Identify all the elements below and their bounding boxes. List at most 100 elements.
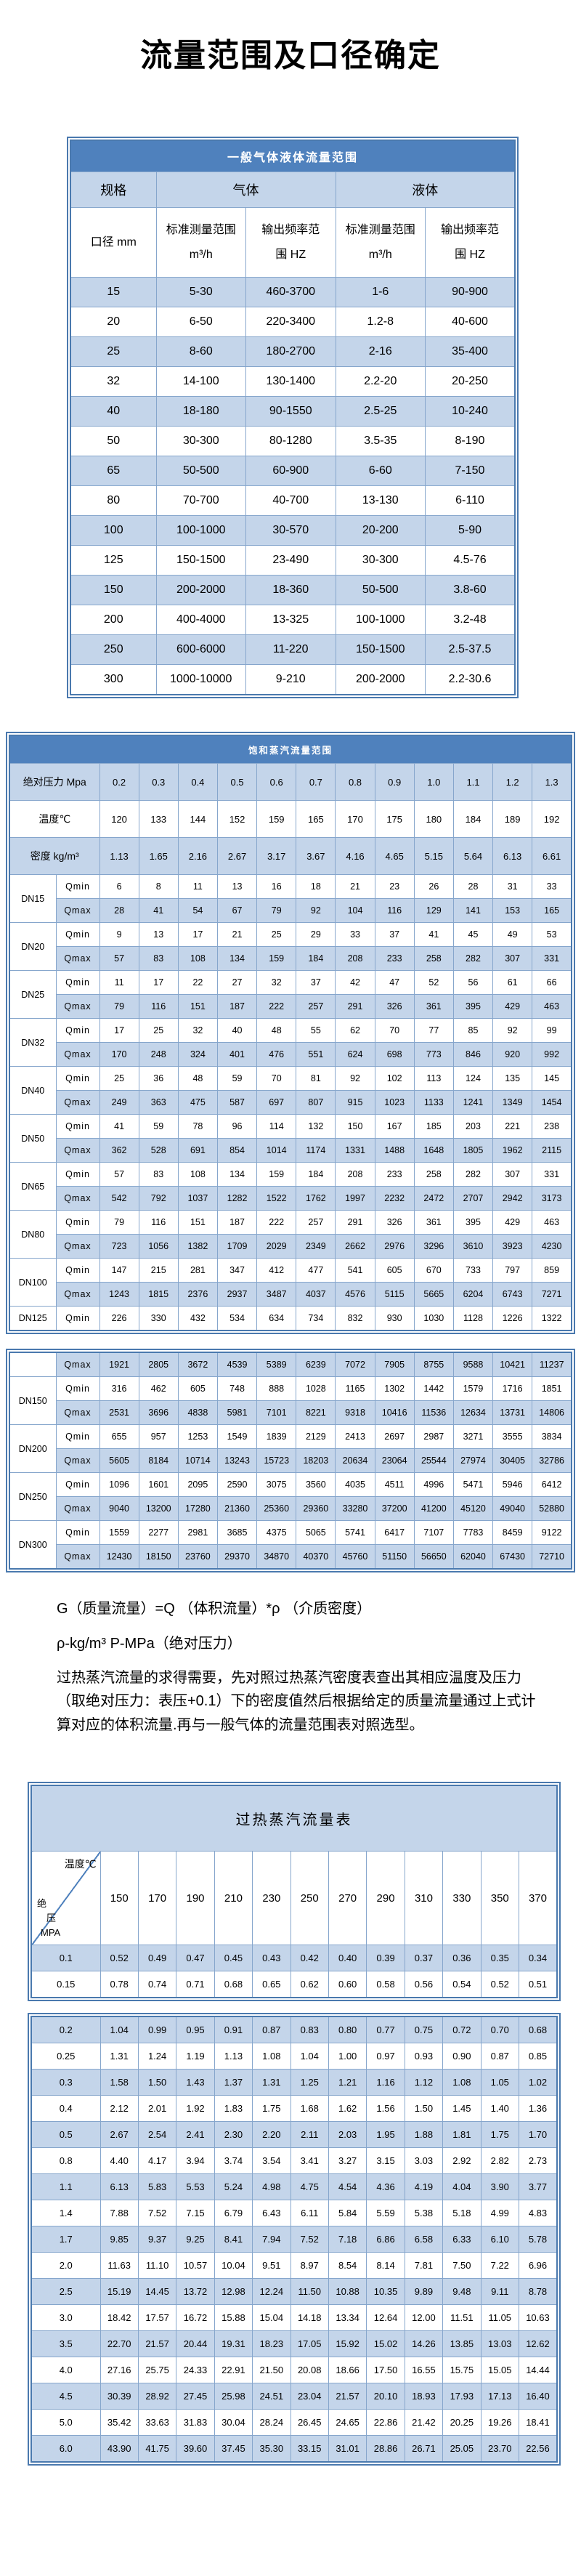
table-cell: 3.15 (366, 2147, 405, 2175)
table-cell: 797 (492, 1258, 533, 1283)
table-cell: 33.63 (137, 2409, 177, 2436)
superheated-body-2: 0.2 1.04 0.99 0.95 0.91 0.87 0.83 0.80 0.77 0.75 0… (31, 2016, 558, 2463)
density-value: 6.13 (492, 837, 533, 876)
table-cell: 0.52 (99, 1945, 139, 1972)
table-cell: 13-325 (245, 605, 336, 636)
table-cell: 114 (256, 1114, 297, 1139)
table-cell: 3075 (256, 1472, 297, 1498)
table-cell: 184 (296, 1162, 336, 1187)
temp-row-label: 温度℃ (9, 800, 100, 839)
pressure-label: 2.0 (31, 2252, 101, 2280)
superheated-row: 2.0 11.63 11.10 10.57 10.04 9.51 8.97 8.54 8.14 7… (31, 2252, 558, 2280)
table-cell: 0.40 (328, 1945, 367, 1972)
header-line: 标准测量范围 (166, 224, 236, 236)
qmin-label: Qmin (55, 1066, 100, 1091)
note-formula: G（质量流量）=Q （体积流量）*ρ （介质密度） (57, 1601, 372, 1618)
table-cell: 4.17 (137, 2147, 177, 2175)
table-cell: 12.62 (518, 2330, 558, 2358)
table-cell: 2805 (138, 1352, 179, 1378)
table-cell: 6.96 (518, 2252, 558, 2280)
table-cell: 25.05 (442, 2435, 482, 2463)
table-cell: 21360 (216, 1496, 258, 1522)
corner-temp-label: 温度℃ (64, 1858, 97, 1870)
table-cell: 4838 (177, 1400, 218, 1426)
table-cell: 0.45 (214, 1945, 253, 1972)
saturated-row: Qmax 79 116 151 187 222 257 291 326 361 395 429 463 (9, 994, 572, 1020)
table-cell: 18.66 (328, 2357, 367, 2384)
table-cell: 1023 (374, 1090, 415, 1115)
table-cell: 1522 (256, 1186, 297, 1211)
table-cell: 23-490 (245, 545, 336, 576)
gas-liquid-row: 32 14-100 130-1400 2.2-20 20-250 (70, 366, 516, 397)
superheated-row: 2.5 15.19 14.45 13.72 12.98 12.24 11.50 10.88 10… (31, 2278, 558, 2306)
table-cell: 185 (413, 1114, 454, 1139)
density-value: 1.13 (99, 837, 139, 876)
table-cell: 2987 (413, 1424, 454, 1450)
header-std-range-liquid: 标准测量范围 m³/h (335, 206, 426, 278)
table-cell: 28.24 (252, 2409, 291, 2436)
table-cell: 8.78 (518, 2278, 558, 2306)
table-cell: 37 (374, 922, 415, 948)
table-cell: 723 (99, 1234, 139, 1259)
table-cell: 200 (70, 605, 157, 636)
table-cell: 2937 (216, 1282, 258, 1307)
saturated-table-2: Qmax 1921 2805 3672 4539 5389 6239 7072 7905 8755… (9, 1352, 572, 1570)
table-cell: 65 (70, 456, 157, 487)
table-cell: 326 (374, 1210, 415, 1235)
table-cell: 203 (452, 1114, 494, 1139)
temp-value: 184 (452, 800, 494, 839)
table-cell: 11 (177, 874, 218, 900)
temp-header: 230 (252, 1851, 291, 1946)
pressure-label: 6.0 (31, 2435, 101, 2463)
table-cell: 3834 (532, 1424, 572, 1450)
table-cell: 8459 (492, 1520, 533, 1546)
temp-header: 190 (176, 1851, 215, 1946)
table-cell: 45760 (335, 1544, 375, 1570)
table-cell: 20.25 (442, 2409, 482, 2436)
superheated-row: 3.5 22.70 21.57 20.44 19.31 18.23 17.05 15.92 15… (31, 2330, 558, 2358)
header-line: 输出频率范 (440, 224, 499, 236)
table-cell: 29 (296, 922, 336, 948)
table-cell: 70 (256, 1066, 297, 1091)
table-cell: 1.62 (328, 2095, 367, 2123)
table-cell: 1.92 (176, 2095, 215, 2123)
table-cell: 5741 (335, 1520, 375, 1546)
superheated-row: 0.4 2.12 2.01 1.92 1.83 1.75 1.68 1.62 1.56 1.50 1… (31, 2095, 558, 2123)
table-cell: 2.30 (214, 2121, 253, 2149)
saturated-row: DN50 Qmin 41 59 78 96 114 132 150 167 185 203 221 238 (9, 1114, 572, 1163)
table-cell: 6.58 (404, 2226, 444, 2253)
table-cell: 605 (374, 1258, 415, 1283)
pressure-label: 3.5 (31, 2330, 101, 2358)
dn-label: DN40 (9, 1066, 57, 1115)
header-gas: 气体 (155, 171, 336, 208)
table-cell: 45120 (452, 1496, 494, 1522)
dn-label: DN100 (9, 1258, 57, 1307)
table-cell: 0.37 (404, 1945, 444, 1972)
table-cell: 1549 (216, 1424, 258, 1450)
page: 流量范围及口径确定 一般气体液体流量范围 规格 气体 液体 口径 mm 标准测量… (6, 38, 575, 2466)
table-cell: 534 (216, 1306, 258, 1331)
table-cell: 22 (177, 970, 218, 996)
corner-pressure-line: 压 (46, 1912, 57, 1923)
saturated-table-frame-2: Qmax 1921 2805 3672 4539 5389 6239 7072 7905 8755… (6, 1349, 575, 1573)
table-cell: 4.5-76 (425, 545, 516, 576)
table-cell: 282 (452, 1162, 494, 1187)
table-cell: 1.75 (480, 2121, 519, 2149)
temp-value: 152 (216, 800, 258, 839)
table-cell: 145 (532, 1066, 572, 1091)
table-cell: 16.55 (404, 2357, 444, 2384)
table-cell: 307 (492, 1162, 533, 1187)
table-cell: 5.53 (176, 2173, 215, 2201)
table-cell: 7.52 (137, 2200, 177, 2227)
header-liquid: 液体 (335, 171, 516, 208)
table-cell: 846 (452, 1042, 494, 1067)
table-cell: 1762 (296, 1186, 336, 1211)
table-cell: 463 (532, 994, 572, 1020)
table-cell: 222 (256, 1210, 297, 1235)
table-cell: 6.86 (366, 2226, 405, 2253)
table-cell: 14806 (532, 1400, 572, 1426)
table-cell: 22.56 (518, 2435, 558, 2463)
table-cell: 116 (374, 898, 415, 924)
table-cell: 0.39 (366, 1945, 405, 1972)
table-cell: 0.60 (328, 1971, 367, 1998)
